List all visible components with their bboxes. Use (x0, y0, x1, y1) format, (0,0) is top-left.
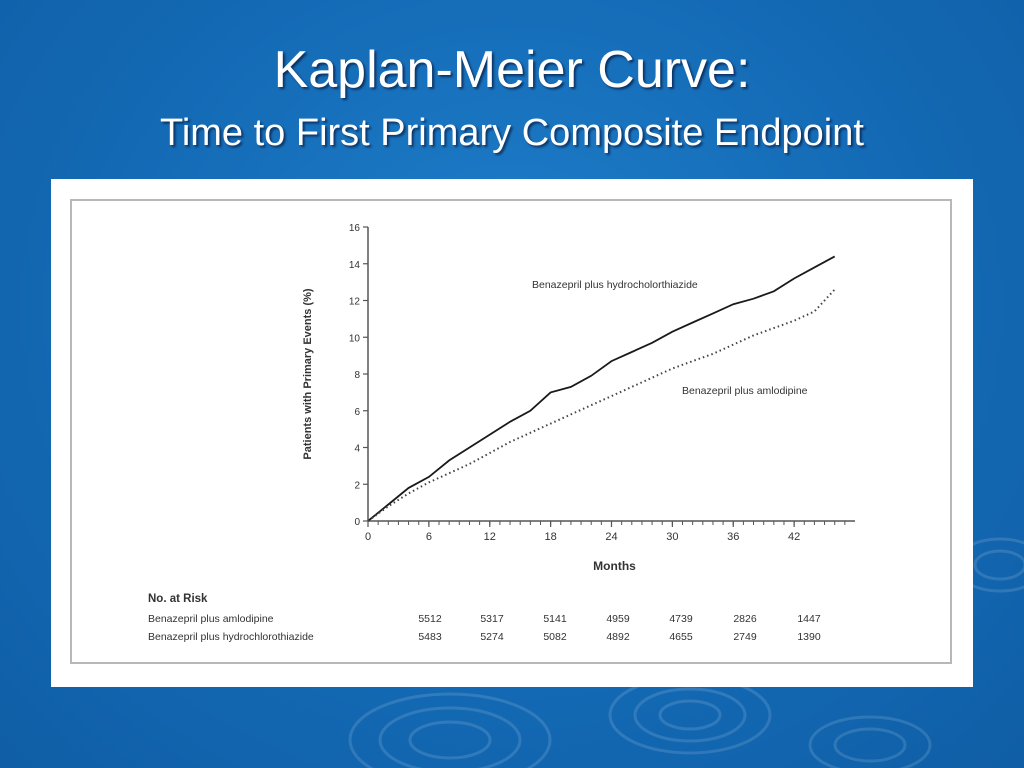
risk-table-cell: 5274 (480, 631, 504, 643)
x-tick-label: 18 (545, 531, 557, 543)
risk-table-cell: 5082 (543, 631, 567, 643)
y-tick-label: 14 (349, 260, 361, 271)
y-tick-label: 6 (354, 407, 360, 418)
slide-subtitle: Time to First Primary Composite Endpoint (160, 112, 864, 154)
y-tick-label: 0 (354, 517, 360, 528)
risk-table-cell: 4892 (606, 631, 630, 643)
series-label-amlodipine: Benazepril plus amlodipine (682, 385, 808, 397)
risk-table-row-label: Benazepril plus amlodipine (148, 613, 274, 625)
x-tick-label: 30 (666, 531, 678, 543)
risk-table-cell: 2826 (733, 613, 757, 625)
risk-table-cell: 1447 (797, 613, 821, 625)
slide-title: Kaplan-Meier Curve: (273, 41, 751, 99)
y-tick-label: 2 (354, 480, 360, 491)
risk-table-cell: 5317 (480, 613, 504, 625)
risk-table-cell: 1390 (797, 631, 821, 643)
risk-table-cell: 4655 (669, 631, 693, 643)
risk-table-cell: 5512 (418, 613, 442, 625)
y-tick-label: 16 (349, 223, 361, 234)
risk-table-row-label: Benazepril plus hydrochlorothiazide (148, 631, 314, 643)
x-tick-label: 42 (788, 531, 800, 543)
figure-frame (70, 199, 952, 664)
series-label-hydrochlorothiazide: Benazepril plus hydrocholorthiazide (532, 279, 698, 291)
risk-table-header: No. at Risk (148, 593, 208, 605)
y-tick-label: 8 (354, 370, 360, 381)
y-axis-label: Patients with Primary Events (%) (302, 288, 314, 459)
risk-table-cell: 5141 (543, 613, 567, 625)
risk-table-cell: 4959 (606, 613, 630, 625)
x-tick-label: 24 (605, 531, 617, 543)
x-tick-label: 12 (484, 531, 496, 543)
x-tick-label: 0 (365, 531, 371, 543)
y-tick-label: 12 (349, 297, 361, 308)
risk-table-cell: 5483 (418, 631, 442, 643)
risk-table-cell: 2749 (733, 631, 757, 643)
figure-panel: 0 2 4 6 8 10 12 14 16 0 6 12 18 24 30 36 42 Months Patient… (51, 179, 973, 687)
x-axis-label: Months (593, 559, 636, 573)
x-tick-label: 6 (426, 531, 432, 543)
y-tick-label: 4 (354, 444, 360, 455)
x-tick-label: 36 (727, 531, 739, 543)
series-line-amlodipine (367, 288, 836, 522)
y-tick-label: 10 (349, 333, 361, 344)
risk-table-cell: 4739 (669, 613, 693, 625)
series-line-hydrochlorothiazide (367, 255, 836, 522)
